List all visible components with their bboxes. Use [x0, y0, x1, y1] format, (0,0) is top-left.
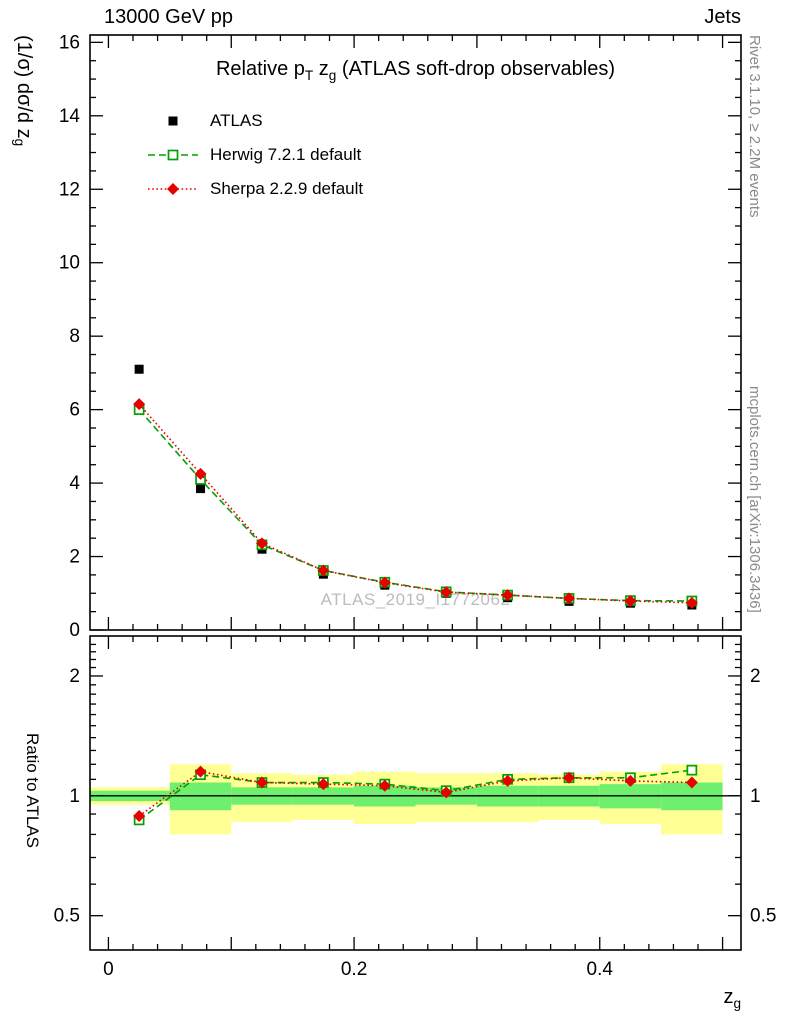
- main-frame: [89, 34, 742, 631]
- main-series-sherpa: [133, 398, 698, 609]
- open-square-marker: [167, 149, 179, 161]
- legend-item-sherpa: Sherpa 2.2.9 default: [146, 172, 363, 206]
- ratio-axis-label: Ratio to ATLAS: [23, 733, 42, 848]
- axis-ticks: [90, 35, 741, 950]
- open-square-icon: [148, 149, 198, 161]
- filled-diamond-marker: [563, 771, 576, 784]
- tick-label: 10: [59, 253, 80, 274]
- x-axis-label-sub: g: [733, 996, 741, 1011]
- tick-label: 0: [69, 620, 80, 641]
- plot-title-sub-g: g: [328, 68, 337, 83]
- tick-label: 2: [750, 666, 761, 687]
- plot-title-suffix: (ATLAS soft-drop observables): [336, 58, 615, 80]
- plot-title-sub-T: T: [304, 68, 314, 83]
- filled-diamond-marker: [317, 778, 330, 791]
- tick-label: 16: [59, 32, 80, 53]
- tick-label: 4: [69, 473, 80, 494]
- main-line: [138, 403, 692, 604]
- main-line: [138, 409, 692, 602]
- legend-item-atlas: ATLAS: [146, 104, 363, 138]
- y-axis-label-sub: g: [12, 138, 27, 147]
- tick-label: 0.5: [750, 906, 776, 927]
- plot-title: Relative pT zg (ATLAS soft-drop observab…: [90, 58, 741, 83]
- filled-diamond-marker: [624, 594, 637, 607]
- mcplots-credit-note: mcplots.cern.ch [arXiv:1306.3436]: [746, 386, 763, 613]
- filled-diamond-marker: [378, 576, 391, 589]
- filled-diamond-marker: [255, 776, 268, 789]
- filled-square-marker: [168, 116, 178, 126]
- filled-diamond-marker: [563, 592, 576, 605]
- x-axis-label: zg: [723, 986, 741, 1011]
- filled-square-marker: [196, 484, 206, 494]
- main-series-herwig: [133, 404, 698, 607]
- tick-label: 0: [103, 959, 114, 980]
- filled-square-icon: [168, 116, 178, 126]
- tick-label: 2: [69, 666, 80, 687]
- legend-label: Sherpa 2.2.9 default: [210, 179, 364, 198]
- analysis-group-label: Jets: [704, 6, 741, 28]
- legend-item-herwig: Herwig 7.2.1 default: [146, 138, 363, 172]
- filled-diamond-marker: [440, 586, 453, 599]
- watermark: ATLAS_2019_I1772062: [320, 590, 511, 609]
- tick-label: 2: [69, 547, 80, 568]
- y-axis-label-text: (1/σ) dσ/d z: [13, 35, 35, 139]
- open-square-marker: [686, 764, 698, 776]
- tick-label: 1: [69, 786, 80, 807]
- tick-label: 0.2: [341, 959, 367, 980]
- ratio-line: [138, 769, 692, 821]
- legend-label: ATLAS: [210, 111, 263, 130]
- filled-diamond-marker: [378, 779, 391, 792]
- plot-title-text: Relative p: [215, 58, 305, 80]
- filled-diamond-marker: [501, 589, 514, 602]
- tick-label: 6: [69, 400, 80, 421]
- legend-label: Herwig 7.2.1 default: [210, 145, 362, 164]
- legend: ATLAS Herwig 7.2.1 default Sherpa 2.2.9 …: [146, 104, 363, 206]
- filled-diamond-marker: [133, 398, 146, 411]
- filled-diamond-marker: [317, 564, 330, 577]
- tick-label: 0.4: [587, 959, 614, 980]
- y-axis-label: (1/σ) dσ/d zg: [12, 35, 35, 146]
- filled-diamond-marker: [255, 537, 268, 550]
- filled-diamond-marker: [685, 596, 698, 609]
- filled-square-marker: [134, 364, 144, 374]
- plot-title-mid: z: [313, 58, 329, 80]
- beam-energy-label: 13000 GeV pp: [104, 6, 233, 28]
- tick-label: 0.5: [54, 906, 80, 927]
- x-axis-label-text: z: [723, 986, 734, 1008]
- tick-label: 14: [59, 106, 81, 127]
- filled-diamond-marker: [194, 765, 207, 778]
- filled-diamond-marker: [624, 774, 637, 787]
- tick-label: 1: [750, 786, 761, 807]
- filled-diamond-marker: [501, 774, 514, 787]
- filled-diamond-marker: [440, 786, 453, 799]
- filled-diamond-marker: [133, 809, 146, 822]
- main-series-atlas: [134, 364, 697, 610]
- filled-diamond-marker: [194, 467, 207, 480]
- filled-diamond-marker: [167, 183, 179, 195]
- tick-label: 8: [69, 326, 80, 347]
- ratio-series-sherpa: [133, 765, 698, 822]
- rivet-version-note: Rivet 3.1.10, ≥ 2.2M events: [746, 35, 763, 218]
- tick-label: 12: [59, 179, 80, 200]
- ratio-frame: [89, 635, 742, 951]
- filled-diamond-icon: [148, 183, 198, 195]
- filled-diamond-marker: [685, 776, 698, 789]
